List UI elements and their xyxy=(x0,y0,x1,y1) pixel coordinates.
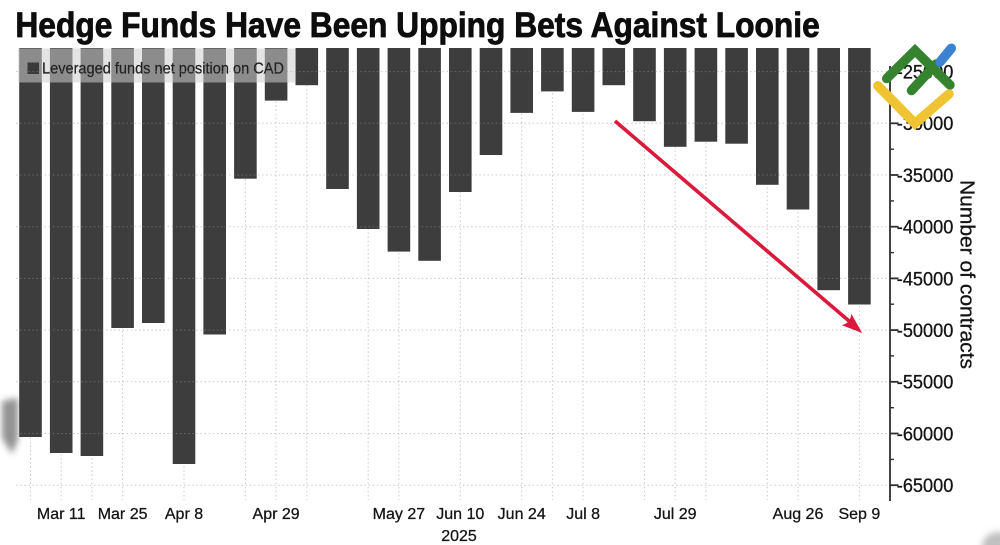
svg-text:-50000: -50000 xyxy=(897,321,954,342)
svg-text:-55000: -55000 xyxy=(897,373,954,394)
svg-text:Mar 11: Mar 11 xyxy=(37,506,86,523)
svg-text:Apr 29: Apr 29 xyxy=(253,506,300,523)
svg-text:2025: 2025 xyxy=(441,528,477,545)
svg-text:Jul 8: Jul 8 xyxy=(566,506,600,523)
svg-text:-40000: -40000 xyxy=(897,218,954,239)
svg-text:Jun 24: Jun 24 xyxy=(498,506,546,523)
svg-text:-65000: -65000 xyxy=(897,476,954,497)
svg-text:Number of contracts: Number of contracts xyxy=(956,180,978,369)
svg-text:Mar 25: Mar 25 xyxy=(98,506,148,523)
svg-text:Jul 29: Jul 29 xyxy=(654,506,697,523)
svg-text:-60000: -60000 xyxy=(897,424,954,445)
svg-text:Aug 26: Aug 26 xyxy=(773,506,824,523)
svg-text:Sep 9: Sep 9 xyxy=(838,506,880,523)
svg-text:Apr 8: Apr 8 xyxy=(165,506,203,523)
svg-text:-35000: -35000 xyxy=(897,166,954,187)
svg-text:-45000: -45000 xyxy=(897,269,954,290)
svg-text:Jun 10: Jun 10 xyxy=(436,506,484,523)
svg-text:Hedge Funds Have Been Upping B: Hedge Funds Have Been Upping Bets Agains… xyxy=(15,6,819,45)
svg-text:Leveraged funds net position o: Leveraged funds net position on CAD xyxy=(42,61,284,78)
svg-text:May 27: May 27 xyxy=(373,506,426,523)
